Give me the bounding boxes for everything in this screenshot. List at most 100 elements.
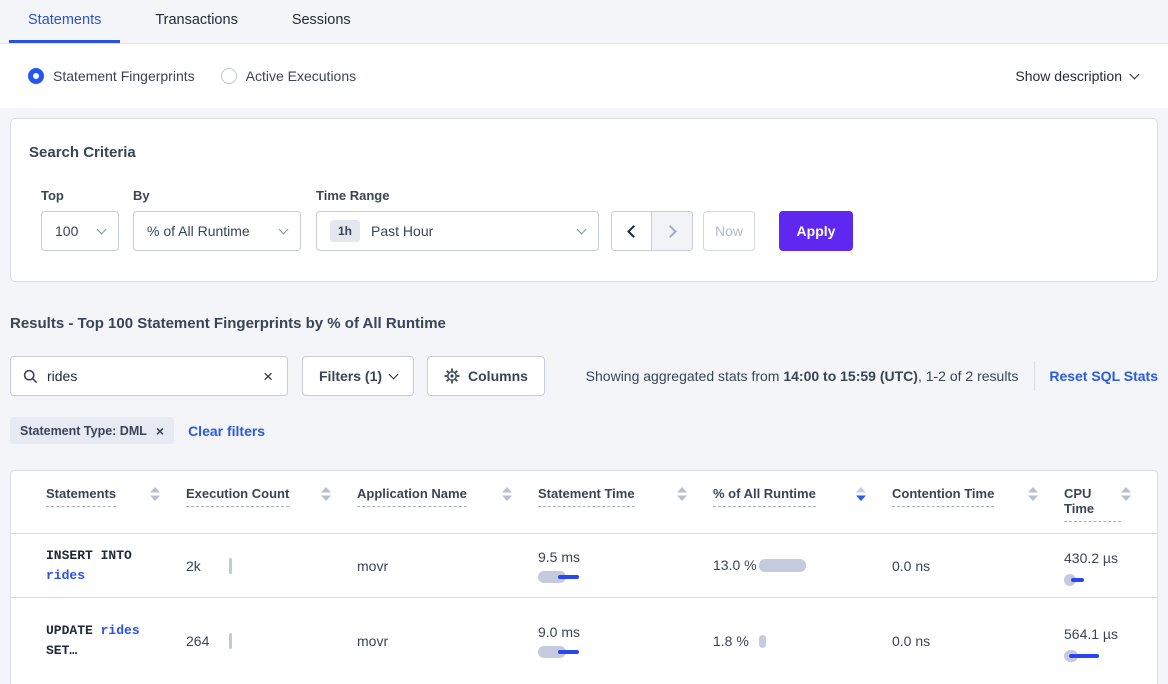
search-criteria-title: Search Criteria (29, 144, 136, 161)
runtime-bar (759, 559, 806, 572)
execution-count-bar (229, 557, 232, 574)
sort-icon[interactable] (677, 487, 687, 501)
show-description-label: Show description (1015, 68, 1122, 84)
filter-chip-row: Statement Type: DML × Clear filters (10, 417, 1158, 444)
time-range-badge: 1h (330, 220, 361, 242)
top-tab-bar: Statements Transactions Sessions (0, 0, 1168, 44)
sort-icon[interactable] (1121, 487, 1131, 501)
statements-table: Statements Execution Count Application N… (10, 470, 1158, 684)
tab-sessions[interactable]: Sessions (291, 12, 351, 28)
chevron-right-icon (663, 224, 677, 238)
application-name-cell: movr (357, 557, 389, 574)
top-select[interactable]: 100 (41, 211, 119, 251)
radio-selected-icon (28, 68, 44, 84)
clear-filters-link[interactable]: Clear filters (188, 422, 266, 439)
clear-search-icon[interactable]: × (263, 366, 273, 386)
vertical-divider (1034, 361, 1036, 391)
execution-count-cell: 2k (186, 557, 357, 574)
time-range-field: Time Range 1h Past Hour (316, 188, 599, 251)
column-header-contention-time[interactable]: Contention Time (892, 486, 1064, 522)
table-row: UPDATE rides SET… 264 movr 9.0 ms 1.8 % … (11, 598, 1157, 684)
now-button[interactable]: Now (703, 211, 755, 251)
sort-desc-active-icon[interactable] (856, 487, 866, 501)
statement-time-cell: 9.0 ms (538, 624, 713, 658)
execution-count-cell: 264 (186, 633, 357, 649)
search-criteria-card: Search Criteria Top 100 By % of All Runt… (10, 118, 1158, 282)
filters-label: Filters (1) (319, 368, 383, 384)
cpu-time-bar (1064, 649, 1128, 662)
search-icon (23, 369, 38, 383)
column-header-cpu-time[interactable]: CPU Time (1064, 486, 1157, 522)
column-header-statement-time[interactable]: Statement Time (538, 486, 713, 522)
aggregated-stats-note: Showing aggregated stats from 14:00 to 1… (585, 368, 1019, 384)
column-header-application-name[interactable]: Application Name (357, 486, 538, 522)
chevron-down-icon (278, 224, 289, 234)
radio-label: Active Executions (245, 68, 357, 84)
columns-button[interactable]: Columns (427, 356, 545, 396)
by-select-value: % of All Runtime (147, 223, 250, 239)
sort-icon[interactable] (502, 487, 512, 501)
stats-time-range: 14:00 to 15:59 (UTC) (783, 368, 918, 384)
chevron-down-icon (576, 224, 587, 234)
chevron-down-icon (1129, 69, 1140, 80)
radio-statement-fingerprints[interactable]: Statement Fingerprints (28, 68, 195, 84)
tab-statements[interactable]: Statements (9, 0, 121, 43)
statement-link[interactable]: INSERT INTO rides (46, 547, 132, 583)
statement-link[interactable]: UPDATE rides SET… (46, 623, 140, 658)
runtime-percent-cell: 1.8 % (713, 629, 892, 654)
sort-icon[interactable] (1028, 487, 1038, 501)
radio-active-executions[interactable]: Active Executions (220, 68, 357, 84)
previous-time-button[interactable] (611, 211, 652, 251)
gear-icon (444, 368, 460, 384)
tab-transactions[interactable]: Transactions (155, 12, 238, 28)
remove-filter-icon[interactable]: × (155, 422, 165, 439)
results-controls: × Filters (1) Columns Showing aggregated… (10, 356, 1158, 396)
time-range-pager (611, 211, 693, 251)
sort-icon[interactable] (150, 487, 160, 501)
chevron-down-icon (388, 369, 399, 380)
time-range-label: Time Range (316, 188, 390, 203)
column-header-statements[interactable]: Statements (46, 486, 186, 522)
columns-label: Columns (468, 368, 528, 384)
next-time-button[interactable] (652, 211, 693, 251)
cpu-time-cell: 430.2 µs (1064, 545, 1157, 586)
execution-count-bar (229, 633, 232, 649)
chip-label: Statement Type: DML (20, 423, 147, 438)
runtime-bar (759, 634, 766, 648)
by-label: By (133, 188, 150, 203)
top-select-value: 100 (55, 223, 79, 239)
statement-time-bar (538, 570, 602, 583)
sort-icon[interactable] (321, 487, 331, 501)
radio-unselected-icon (220, 68, 237, 84)
column-header-execution-count[interactable]: Execution Count (186, 486, 357, 522)
reset-sql-stats-link[interactable]: Reset SQL Stats (1049, 368, 1158, 384)
table-row: INSERT INTO rides 2k movr 9.5 ms 13.0 % … (11, 534, 1157, 598)
table-header-row: Statements Execution Count Application N… (11, 471, 1157, 534)
search-input-wrapper: × (10, 356, 288, 396)
apply-button[interactable]: Apply (779, 211, 853, 251)
statement-type-filter-chip[interactable]: Statement Type: DML × (10, 417, 175, 444)
search-input[interactable] (47, 368, 262, 384)
runtime-percent-cell: 13.0 % (713, 553, 892, 578)
contention-time-cell: 0.0 ns (892, 557, 931, 574)
chevron-left-icon (627, 224, 640, 238)
cpu-time-cell: 564.1 µs (1064, 621, 1157, 662)
by-field: By % of All Runtime (133, 188, 301, 251)
show-description-toggle[interactable]: Show description (1015, 68, 1140, 84)
time-range-select[interactable]: 1h Past Hour (316, 211, 599, 251)
by-select[interactable]: % of All Runtime (133, 211, 301, 251)
cpu-time-bar (1064, 574, 1128, 586)
top-label: Top (41, 188, 64, 203)
contention-time-cell: 0.0 ns (892, 633, 931, 649)
application-name-cell: movr (357, 633, 389, 649)
top-field: Top 100 (41, 188, 119, 251)
time-range-value: Past Hour (371, 223, 434, 239)
filters-button[interactable]: Filters (1) (302, 356, 415, 396)
statement-time-cell: 9.5 ms (538, 549, 713, 583)
chevron-down-icon (96, 224, 107, 234)
radio-label: Statement Fingerprints (53, 68, 195, 84)
column-header-percent-runtime[interactable]: % of All Runtime (713, 486, 892, 522)
results-heading: Results - Top 100 Statement Fingerprints… (10, 315, 446, 332)
view-toggle-row: Statement Fingerprints Active Executions… (0, 44, 1168, 108)
statement-time-bar (538, 646, 602, 658)
